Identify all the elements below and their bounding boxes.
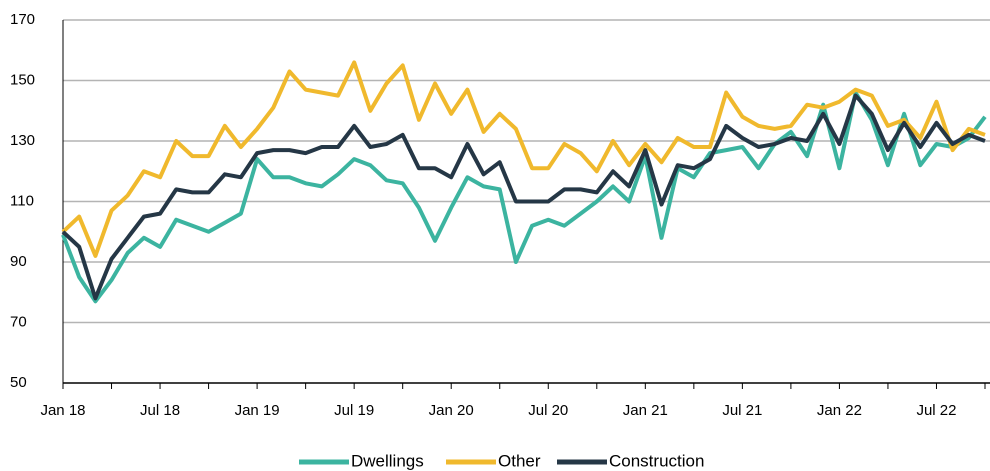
x-tick-label: Jul 20 xyxy=(528,402,568,419)
y-tick-label: 70 xyxy=(10,313,27,330)
x-tick-label: Jul 21 xyxy=(722,402,762,419)
x-tick-label: Jul 19 xyxy=(334,402,374,419)
x-tick-label: Jul 22 xyxy=(916,402,956,419)
x-tick-label: Jan 20 xyxy=(429,402,474,419)
x-tick-label: Jan 22 xyxy=(817,402,862,419)
data-line xyxy=(61,90,987,304)
y-tick-label: 50 xyxy=(10,374,27,391)
y-tick-label: 110 xyxy=(10,192,34,209)
x-tick-label: Jan 19 xyxy=(235,402,280,419)
x-tick-label: Jan 21 xyxy=(623,402,668,419)
y-tick-label: 170 xyxy=(10,11,35,28)
data-line xyxy=(61,60,986,258)
x-tick-label: Jan 18 xyxy=(40,402,85,419)
legend-label: Dwellings xyxy=(351,451,424,470)
y-tick-label: 90 xyxy=(10,253,27,270)
legend-label: Other xyxy=(498,451,541,470)
y-tick-label: 150 xyxy=(10,71,35,88)
x-tick-label: Jul 18 xyxy=(140,402,180,419)
data-line xyxy=(61,93,986,301)
y-tick-label: 130 xyxy=(10,132,35,149)
legend-label: Construction xyxy=(609,451,704,470)
